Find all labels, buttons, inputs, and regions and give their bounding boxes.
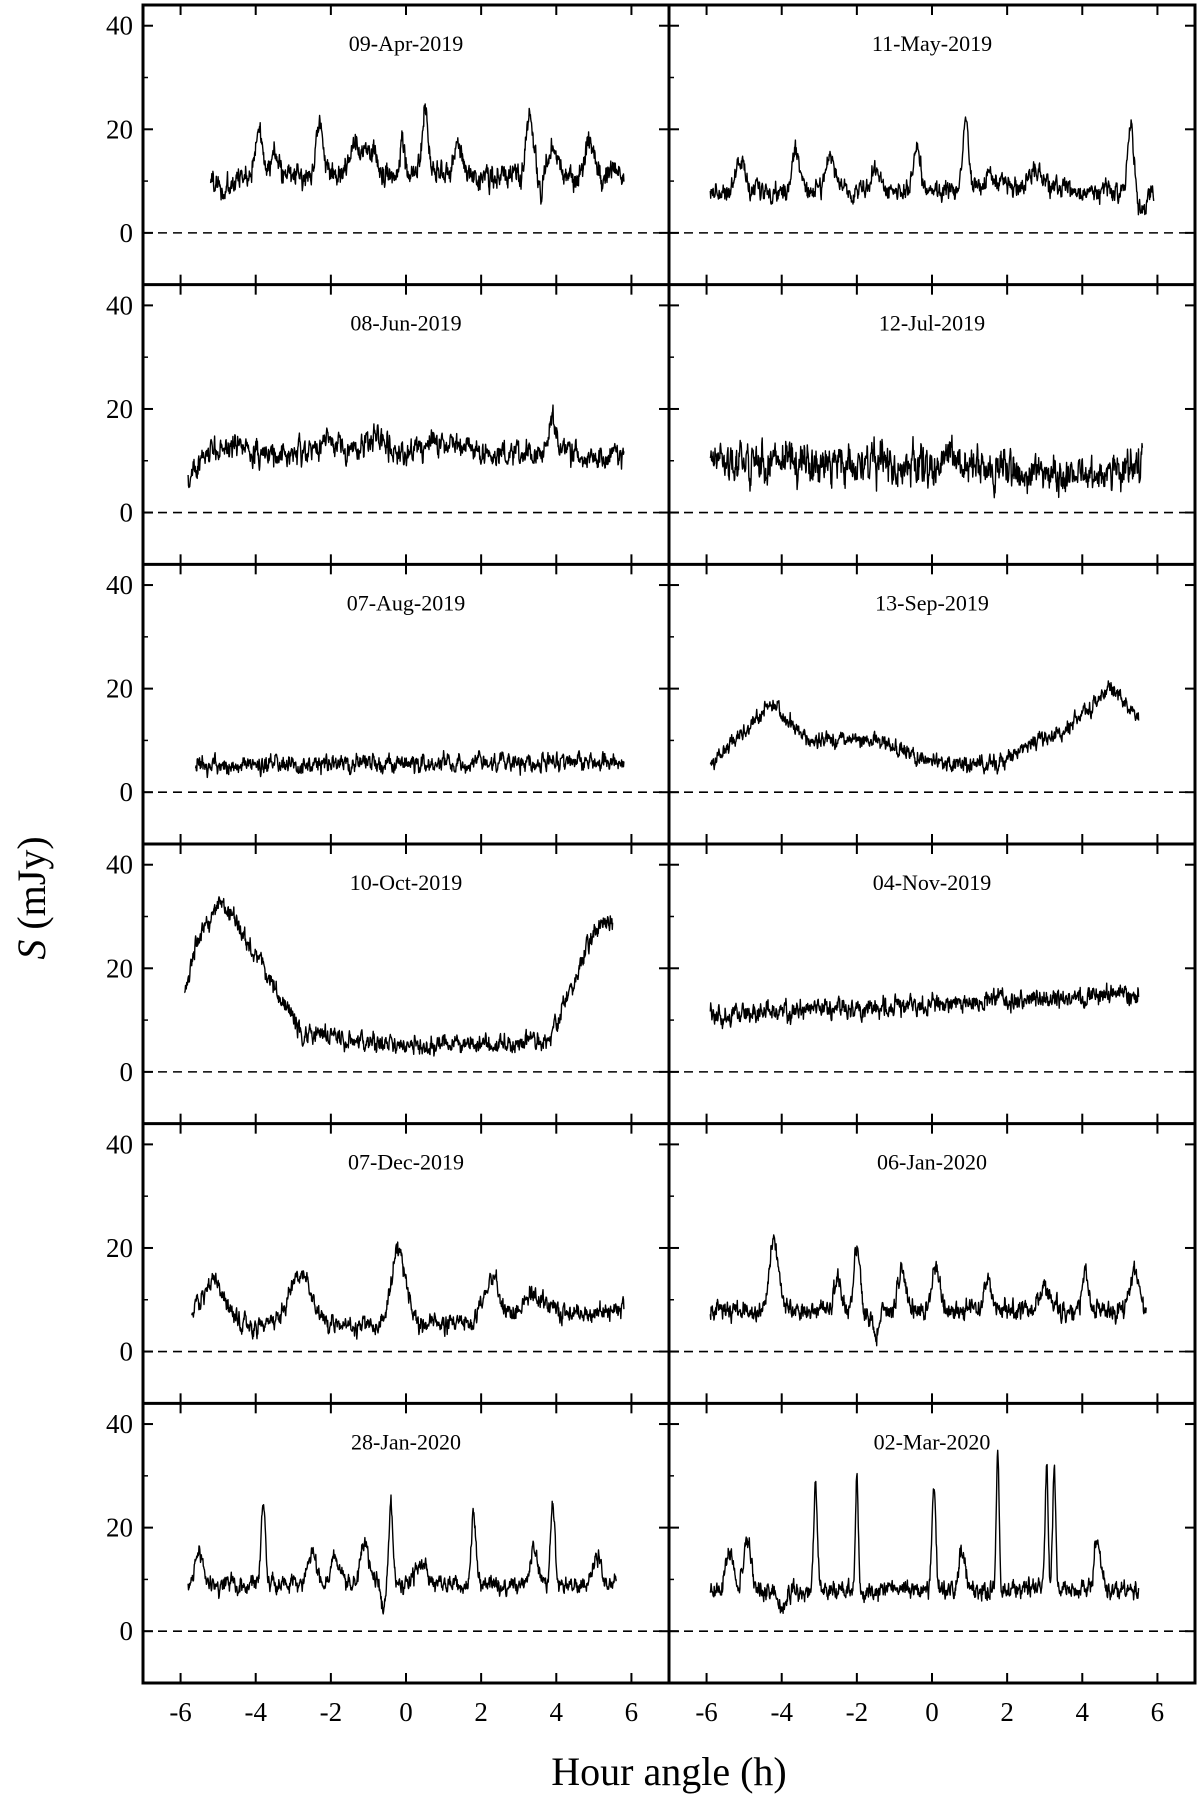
y-axis-title: S (mJy) — [9, 836, 54, 959]
x-tick-label: 4 — [1076, 1697, 1090, 1727]
y-tick-label: 0 — [120, 1057, 134, 1087]
flux-series — [187, 1494, 618, 1615]
panel-date-label: 12-Jul-2019 — [879, 311, 985, 336]
panel-10: 06-Jan-2020 — [669, 1123, 1195, 1405]
flux-series — [194, 750, 625, 779]
y-tick-label: 0 — [120, 1616, 134, 1646]
panels-layer: 09-Apr-20190204011-May-201908-Jun-201902… — [106, 5, 1195, 1727]
y-tick-label: 0 — [120, 1337, 134, 1367]
flux-series — [709, 680, 1140, 775]
panel-date-label: 28-Jan-2020 — [351, 1429, 461, 1454]
panel-date-label: 02-Mar-2020 — [874, 1429, 991, 1454]
x-tick-label: 2 — [474, 1697, 488, 1727]
y-tick-label: 20 — [106, 114, 133, 144]
panel-date-label: 06-Jan-2020 — [877, 1150, 987, 1175]
y-tick-label: 40 — [106, 850, 133, 880]
flux-series — [709, 1449, 1140, 1614]
x-tick-label: -4 — [770, 1697, 793, 1727]
y-tick-label: 20 — [106, 394, 133, 424]
flux-series — [709, 1234, 1147, 1347]
panel-11: 28-Jan-2020 0 20 40 -6 -4 -2 0 2 4 6 — [106, 1403, 669, 1727]
panel-date-label: 11-May-2019 — [872, 31, 992, 56]
y-tick-label: 20 — [106, 1233, 133, 1263]
x-tick-label: 2 — [1000, 1697, 1014, 1727]
panel-5: 07-Aug-2019 0 20 40 — [106, 564, 669, 845]
x-tick-label: -2 — [846, 1697, 869, 1727]
y-tick-label: 40 — [106, 290, 133, 320]
flux-series — [709, 982, 1140, 1030]
panel-1: 09-Apr-2019 0 20 40 — [106, 5, 669, 286]
x-tick-label: -4 — [244, 1697, 267, 1727]
flux-series — [709, 116, 1155, 216]
panel-date-label: 08-Jun-2019 — [350, 311, 461, 336]
panel-4: 12-Jul-2019 — [669, 284, 1195, 566]
y-axis-title-unit: (mJy) — [9, 836, 54, 939]
x-tick-label: 0 — [399, 1697, 413, 1727]
y-tick-label: 20 — [106, 674, 133, 704]
panel-date-label: 10-Oct-2019 — [350, 870, 462, 895]
panel-2: 11-May-2019 — [669, 5, 1195, 286]
y-tick-label: 0 — [120, 777, 134, 807]
y-tick-label: 40 — [106, 11, 133, 41]
panel-6: 13-Sep-2019 — [669, 564, 1195, 845]
x-tick-label: 6 — [1151, 1697, 1165, 1727]
panel-9: 07-Dec-2019 0 20 40 — [106, 1123, 669, 1405]
x-tick-label: -6 — [169, 1697, 192, 1727]
y-tick-label: 0 — [120, 498, 134, 528]
x-tick-label: 4 — [550, 1697, 564, 1727]
panel-date-label: 04-Nov-2019 — [873, 870, 992, 895]
axes-layer — [141, 3, 1197, 1685]
y-tick-label: 0 — [120, 218, 134, 248]
panel-date-label: 09-Apr-2019 — [349, 31, 463, 56]
y-tick-label: 20 — [106, 953, 133, 983]
y-tick-label: 40 — [106, 1129, 133, 1159]
panel-date-label: 07-Dec-2019 — [348, 1150, 464, 1175]
flux-series — [709, 434, 1144, 499]
panel-7: 10-Oct-2019 0 20 40 — [106, 844, 669, 1125]
x-tick-label: -2 — [320, 1697, 343, 1727]
panel-3: 08-Jun-2019 0 20 40 — [106, 284, 669, 566]
flux-series — [209, 103, 625, 205]
y-tick-label: 40 — [106, 1409, 133, 1439]
flux-series — [183, 896, 614, 1057]
y-axis-title-symbol: S — [9, 940, 54, 960]
x-tick-label: 6 — [625, 1697, 639, 1727]
y-tick-label: 40 — [106, 570, 133, 600]
x-axis-title: Hour angle (h) — [551, 1749, 786, 1794]
flux-series — [191, 1241, 625, 1340]
panel-8: 04-Nov-2019 — [669, 844, 1195, 1125]
flux-series — [187, 404, 625, 489]
panel-12: 02-Mar-2020 -6 -4 -2 0 2 4 6 — [669, 1403, 1195, 1727]
x-tick-label: 0 — [925, 1697, 939, 1727]
panel-date-label: 07-Aug-2019 — [347, 590, 466, 615]
y-tick-label: 20 — [106, 1513, 133, 1543]
x-tick-label: -6 — [695, 1697, 718, 1727]
panel-date-label: 13-Sep-2019 — [875, 590, 989, 615]
